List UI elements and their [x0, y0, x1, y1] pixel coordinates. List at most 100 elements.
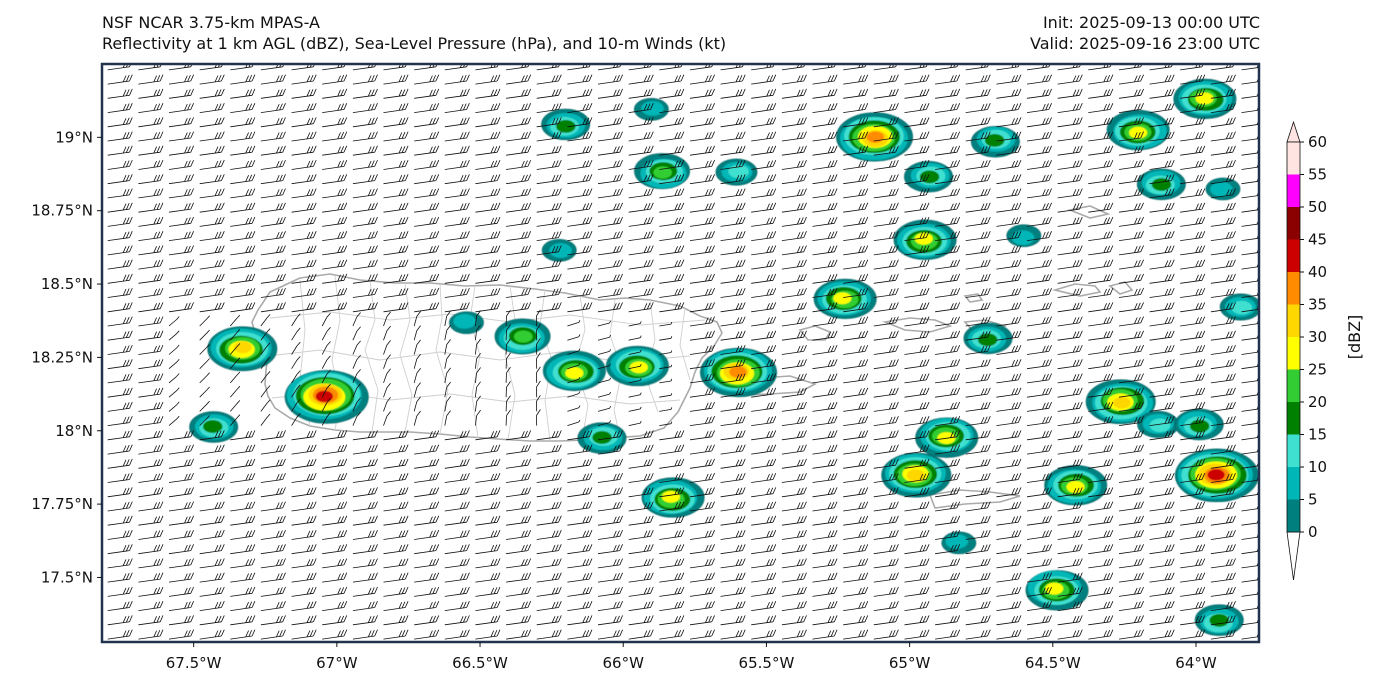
wind-barb — [444, 444, 470, 455]
wind-barb — [322, 558, 348, 569]
wind-barb — [996, 174, 1022, 185]
wind-barb — [505, 324, 511, 341]
echo-cell — [963, 322, 1013, 355]
wind-barb — [843, 629, 869, 640]
wind-barb — [322, 615, 348, 626]
wind-barb — [781, 330, 807, 341]
wind-barb — [1088, 273, 1114, 284]
wind-barb — [659, 88, 685, 99]
wind-barb — [1118, 515, 1144, 526]
wind-barb — [1118, 472, 1144, 483]
echo-contour — [653, 166, 672, 179]
wind-barb — [965, 88, 991, 99]
wind-barb — [260, 413, 271, 426]
wind-barb — [567, 202, 593, 213]
wind-barb — [1210, 131, 1236, 142]
wind-barb — [781, 344, 807, 355]
wind-barb — [383, 430, 409, 441]
wind-barb — [107, 174, 133, 185]
wind-barb — [781, 103, 807, 113]
wind-barb — [843, 601, 869, 611]
wind-barb — [812, 245, 838, 256]
echo-cell — [941, 531, 977, 555]
wind-barb — [107, 131, 133, 142]
wind-barb — [965, 572, 991, 583]
wind-barb — [720, 145, 746, 156]
wind-barb — [1149, 472, 1175, 483]
wind-barb — [229, 414, 241, 426]
wind-barb — [506, 64, 530, 71]
wind-barb — [1210, 515, 1236, 526]
wind-barb — [413, 382, 421, 398]
wind-barb — [781, 416, 807, 426]
echo-contour — [1210, 181, 1233, 197]
wind-barb — [628, 349, 642, 355]
colorbar-label: [dBZ] — [1345, 315, 1364, 360]
wind-barb — [444, 310, 451, 327]
wind-barb — [536, 64, 561, 71]
wind-barb — [475, 586, 501, 597]
wind-barb — [138, 231, 164, 241]
wind-barb — [628, 406, 642, 412]
wind-barb — [996, 273, 1022, 284]
wind-barb — [965, 529, 991, 540]
wind-barb — [536, 380, 541, 398]
wind-barb — [536, 558, 562, 569]
wind-barb — [352, 572, 378, 583]
wind-barb — [291, 188, 317, 199]
wind-barb — [168, 344, 180, 355]
wind-barb — [597, 544, 623, 555]
wind-barb — [935, 64, 959, 71]
wind-barb — [260, 487, 286, 498]
wind-barb — [383, 444, 409, 455]
wind-barb — [904, 273, 930, 284]
wind-barb — [597, 131, 623, 142]
wind-barb — [1180, 287, 1206, 298]
wind-barb — [138, 572, 164, 583]
wind-barb — [1210, 273, 1236, 284]
wind-barb — [413, 353, 421, 369]
wind-barb — [751, 458, 777, 469]
wind-barb — [996, 629, 1022, 640]
wind-barb — [1088, 64, 1112, 71]
wind-barb — [996, 472, 1022, 483]
wind-barb — [414, 64, 438, 71]
wind-barb — [230, 487, 256, 498]
wind-barb — [935, 316, 961, 327]
wind-barb — [260, 159, 286, 170]
echo-contour — [919, 170, 940, 184]
wind-barb — [1149, 416, 1175, 426]
wind-barb — [1180, 501, 1206, 512]
wind-barb — [138, 117, 164, 128]
wind-barb — [414, 558, 440, 569]
culebra-coastline — [798, 325, 832, 341]
wind-barb — [260, 273, 286, 284]
wind-barb — [414, 74, 440, 85]
wind-barb — [107, 117, 133, 128]
wind-barb — [567, 601, 593, 611]
wind-barb — [1088, 259, 1114, 270]
wind-barb — [843, 501, 869, 512]
wind-barb — [751, 188, 777, 199]
wind-barb — [996, 344, 1022, 355]
wind-barb — [996, 572, 1022, 583]
wind-barb — [1210, 302, 1236, 313]
wind-barb — [199, 615, 225, 626]
wind-barb — [475, 544, 501, 555]
wind-barb — [291, 529, 317, 540]
wind-barb — [352, 159, 378, 170]
wind-barb — [659, 74, 685, 85]
wind-barb — [659, 378, 673, 384]
wind-barb — [659, 472, 685, 483]
wind-barb — [352, 397, 361, 412]
wind-barb — [229, 314, 241, 327]
wind-barb — [321, 312, 331, 327]
wind-barb — [904, 216, 930, 227]
wind-barb — [689, 245, 715, 256]
wind-barb — [873, 373, 899, 384]
wind-barb — [199, 159, 225, 170]
wind-barb — [168, 259, 194, 270]
wind-barb — [935, 544, 961, 555]
wind-barb — [444, 159, 470, 170]
wind-barb — [843, 387, 869, 398]
